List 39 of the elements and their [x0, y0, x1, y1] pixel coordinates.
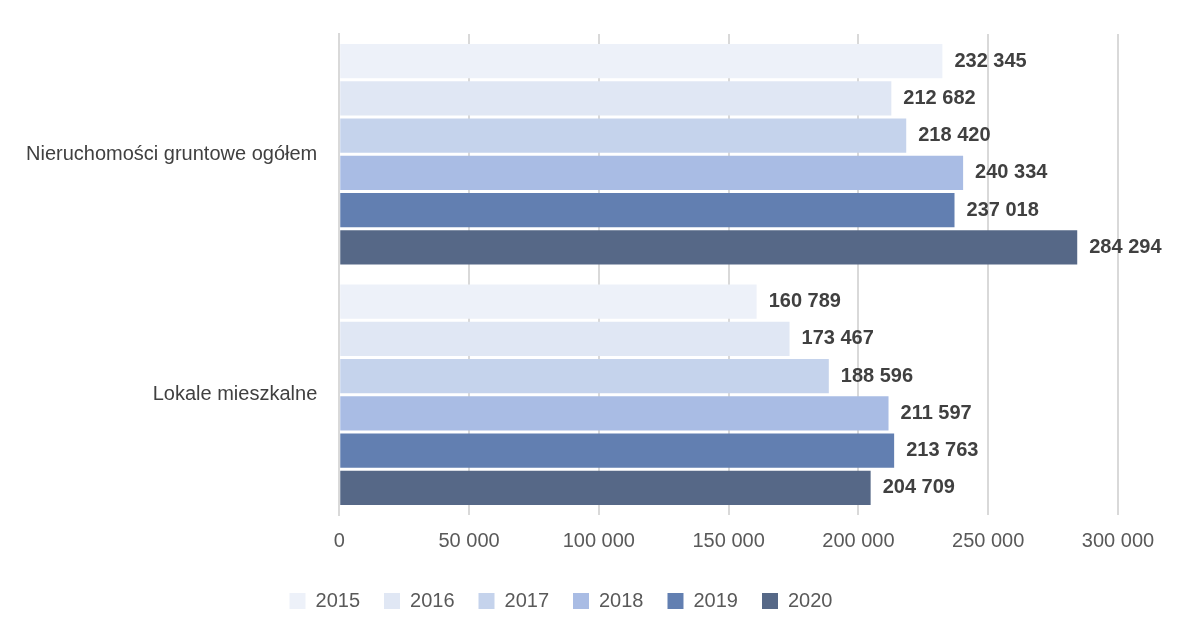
data-label: 213 763 [906, 438, 979, 461]
bar [340, 230, 1078, 265]
bar [340, 396, 889, 431]
x-tick-label: 0 [333, 528, 345, 551]
bar [340, 284, 757, 319]
bar [340, 321, 790, 356]
bar [340, 43, 943, 79]
data-label: 204 709 [882, 475, 955, 498]
x-tick-label: 250 000 [952, 528, 1025, 551]
legend-label: 2017 [504, 588, 550, 611]
x-tick-label: 150 000 [692, 528, 765, 551]
x-tick-label: 50 000 [438, 528, 500, 551]
data-label: 173 467 [801, 326, 874, 349]
legend-label: 2016 [410, 588, 455, 611]
data-label: 237 018 [966, 197, 1039, 220]
data-label: 212 682 [903, 85, 976, 108]
bar [340, 155, 964, 191]
x-tick-label: 200 000 [822, 528, 895, 551]
y-tick-label: Lokale mieszkalne [152, 382, 318, 405]
data-label: 188 596 [840, 363, 914, 386]
data-label: 232 345 [954, 48, 1027, 71]
x-tick-label: 100 000 [562, 528, 635, 551]
legend-label: 2020 [787, 588, 833, 611]
bar [340, 118, 907, 153]
data-label: 240 334 [975, 160, 1049, 183]
y-tick-label: Nieruchomości gruntowe ogółem [26, 141, 318, 164]
legend-label: 2019 [693, 588, 738, 611]
bar [340, 358, 829, 394]
data-label: 218 420 [918, 123, 991, 146]
bar [340, 193, 955, 228]
data-label: 211 597 [900, 400, 972, 423]
x-tick-label: 300 000 [1081, 528, 1155, 551]
data-label: 160 789 [768, 289, 841, 312]
bar [340, 81, 892, 116]
bar [340, 433, 895, 468]
bar [340, 470, 871, 506]
data-label: 284 294 [1089, 234, 1163, 257]
legend-label: 2015 [315, 588, 361, 611]
legend-label: 2018 [599, 588, 644, 611]
